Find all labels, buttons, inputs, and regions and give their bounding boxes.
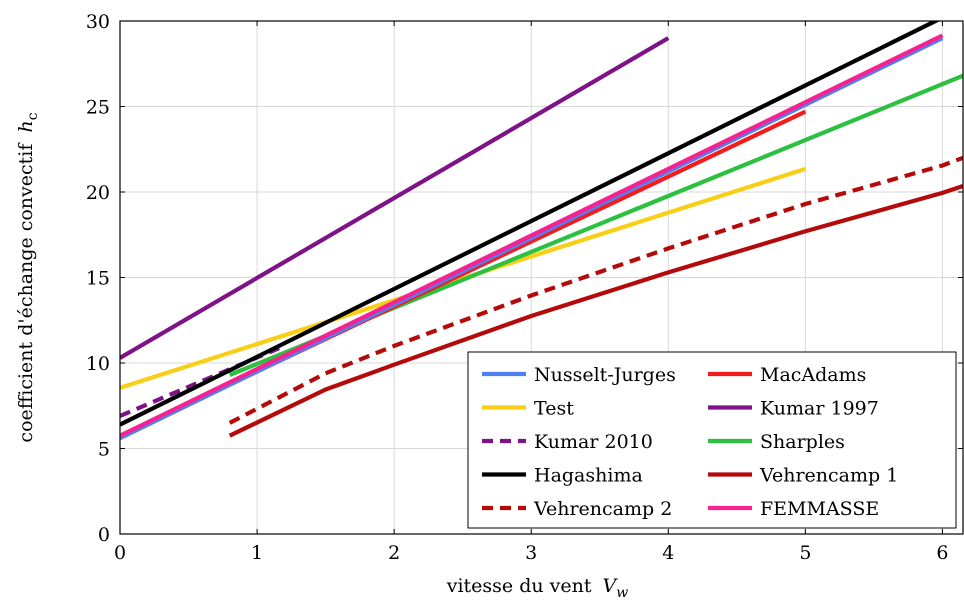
y-tick-label: 25 (86, 97, 110, 119)
y-tick-label: 15 (86, 268, 110, 290)
y-axis-variable: h (15, 120, 37, 132)
series-layer (120, 21, 963, 441)
x-tick-label: 3 (525, 542, 537, 564)
y-tick-label: 30 (86, 11, 110, 33)
x-axis-variable: V (603, 575, 619, 597)
x-tick-label: 4 (662, 542, 674, 564)
y-tick-label: 0 (98, 524, 110, 546)
legend-label-sharples: Sharples (760, 431, 845, 453)
series-line-vehrencamp-1 (228, 184, 963, 438)
x-tick-label: 1 (251, 542, 263, 564)
y-tick-label: 10 (86, 353, 110, 375)
series-line-kumar-1997 (120, 36, 670, 360)
series-line-vehrencamp-2 (228, 155, 963, 425)
series-line-femmasse (120, 33, 944, 438)
legend-label-vehrencamp-1: Vehrencamp 1 (759, 465, 898, 487)
x-tick-label: 5 (799, 542, 811, 564)
x-tick-label: 6 (936, 542, 948, 564)
legend-label-kumar-2010: Kumar 2010 (534, 431, 653, 453)
y-axis-title: coefficient d'échange convectif hc (15, 112, 41, 442)
series-line-hagashima (120, 21, 941, 427)
legend-label-macadams: MacAdams (760, 364, 866, 386)
x-tick-label: 0 (114, 542, 126, 564)
legend-label-hagashima: Hagashima (534, 465, 643, 487)
legend-label-kumar-1997: Kumar 1997 (760, 398, 879, 420)
x-tick-label: 2 (388, 542, 400, 564)
x-axis-title-text: vitesse du vent (446, 575, 592, 597)
x-axis-subscript: w (616, 585, 628, 601)
legend-label-femmasse: FEMMASSE (760, 498, 879, 520)
legend: Nusselt-Jurges Test Kumar 2010 Hagashima Veh… (467, 351, 957, 529)
y-tick-label: 20 (86, 182, 110, 204)
legend-label-test: Test (534, 398, 574, 420)
x-axis-title: vitesse du vent Vw (446, 575, 629, 601)
y-axis-subscript: c (25, 112, 41, 120)
ticks: 0 1 2 3 4 5 6 0 5 10 15 20 25 30 (86, 11, 963, 564)
y-axis-title-text: coefficient d'échange convectif (15, 142, 37, 443)
legend-label-nusselt-jurges: Nusselt-Jurges (534, 364, 676, 386)
y-tick-label: 5 (98, 439, 110, 461)
series-line-nusselt-jurges (120, 36, 944, 441)
legend-label-vehrencamp-2: Vehrencamp 2 (533, 498, 672, 520)
